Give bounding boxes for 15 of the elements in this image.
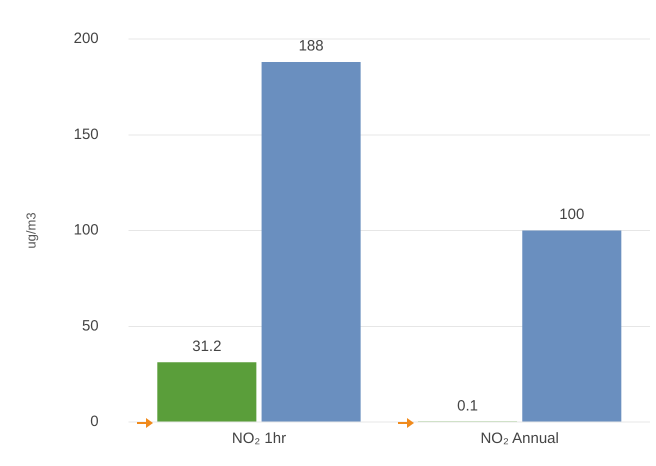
bar xyxy=(522,230,622,422)
y-tick-label: 150 xyxy=(74,126,99,143)
y-tick-label: 100 xyxy=(74,222,99,239)
y-tick-label: 0 xyxy=(90,413,99,430)
data-label: 100 xyxy=(559,206,584,224)
data-label: 188 xyxy=(298,38,324,55)
y-tick-label: 200 xyxy=(74,30,99,48)
x-tick-label: NO₂ 1hr xyxy=(232,430,286,448)
y-axis-title: ug/m3 xyxy=(23,212,38,249)
bar xyxy=(262,62,361,422)
x-tick-label: NO₂ Annual xyxy=(480,430,559,448)
data-label: 0.1 xyxy=(457,397,478,414)
data-label: 31.2 xyxy=(192,338,222,355)
y-tick-label: 50 xyxy=(82,317,99,334)
bar xyxy=(157,362,256,422)
